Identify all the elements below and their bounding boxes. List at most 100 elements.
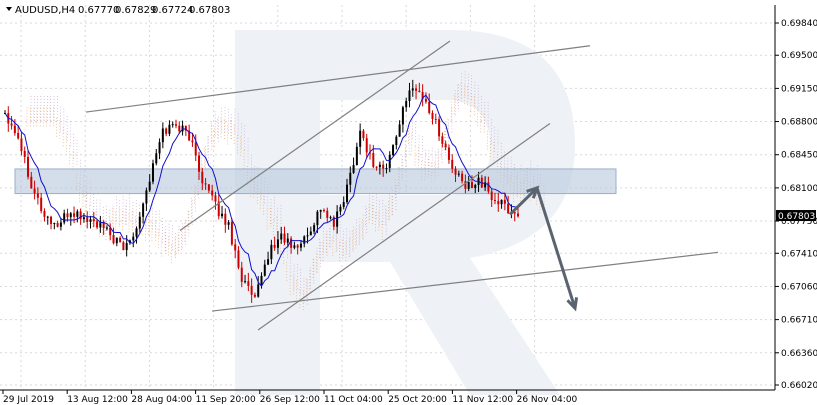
y-tick-label: 0.66360 [781, 349, 817, 359]
candle [257, 276, 260, 298]
candle [132, 232, 135, 248]
candle [175, 119, 177, 129]
x-tick-label: 25 Oct 20:00 [388, 395, 447, 405]
candle [342, 196, 345, 210]
candle [224, 208, 227, 233]
candle [10, 115, 13, 130]
candle [122, 240, 125, 251]
candle [470, 175, 473, 189]
candle [490, 188, 493, 207]
high-value: 0.67829 [115, 5, 156, 16]
candle [359, 123, 362, 155]
candle [513, 211, 516, 222]
candle [441, 132, 444, 148]
candle [40, 192, 43, 214]
candle [46, 215, 49, 225]
candles [4, 79, 519, 303]
kijun-line [4, 94, 519, 288]
candle [227, 220, 230, 230]
watermark-logo [235, 30, 575, 395]
candle [158, 138, 161, 160]
close-value: 0.67803 [189, 5, 230, 16]
candle [375, 166, 378, 171]
candle [247, 272, 250, 292]
candle [89, 215, 92, 229]
candle [398, 120, 401, 137]
y-tick-label: 0.68450 [781, 151, 817, 161]
forecast-arrows [508, 185, 579, 312]
x-tick-label: 26 Nov 04:00 [517, 395, 578, 405]
candle [207, 183, 210, 194]
trend-line-channel-upper [85, 45, 591, 113]
candle [142, 202, 145, 224]
candle [401, 105, 404, 133]
candle [431, 110, 434, 125]
x-axis-ticks: 29 Jul 2019 13 Aug 12:00 28 Aug 04:00 11 Se… [2, 390, 578, 405]
x-tick-label: 13 Aug 12:00 [67, 395, 128, 405]
candle [59, 217, 62, 231]
candle [82, 213, 85, 223]
candle [50, 215, 53, 230]
candle [385, 163, 388, 174]
candle [336, 205, 339, 234]
candle [438, 116, 441, 141]
candle [33, 180, 36, 200]
current-price-label: 0.67803 [778, 212, 815, 222]
trend-line-rising-lower [257, 122, 551, 331]
x-tick-label: 11 Sep 20:00 [196, 395, 256, 405]
candle [309, 226, 312, 236]
y-tick-label: 0.69500 [781, 51, 817, 61]
candle [112, 227, 115, 245]
candle [329, 215, 332, 220]
candle [221, 205, 224, 219]
candle [36, 187, 39, 205]
candle [303, 235, 306, 248]
candle [234, 238, 237, 259]
y-tick-label: 0.66020 [781, 381, 817, 391]
candle [237, 246, 240, 270]
candle [99, 216, 102, 233]
candle [263, 259, 266, 277]
dropdown-triangle-icon[interactable] [6, 7, 12, 11]
candle [332, 215, 335, 231]
y-tick-label: 0.68800 [781, 118, 817, 128]
trend-lines [85, 40, 719, 331]
candle [480, 174, 483, 189]
candle [454, 166, 457, 183]
candle [92, 212, 95, 228]
candle [30, 171, 33, 189]
x-tick-label: 29 Jul 2019 [3, 395, 54, 405]
candle [138, 212, 141, 233]
candle [293, 241, 296, 250]
candle [23, 146, 26, 164]
candle [240, 261, 243, 288]
candle [349, 166, 352, 193]
trend-line-channel-lower [211, 251, 719, 312]
candle [365, 133, 368, 159]
candle [56, 220, 59, 228]
support-zone [14, 168, 617, 195]
candle [378, 161, 381, 175]
candle [201, 167, 204, 191]
candle [267, 251, 270, 266]
candle [184, 125, 187, 137]
candle [53, 222, 56, 230]
candle [388, 151, 391, 173]
candle [105, 225, 108, 231]
candle [69, 211, 72, 226]
candle [151, 159, 154, 185]
candle [447, 144, 450, 164]
candle [250, 278, 253, 303]
candle [204, 178, 207, 190]
low-value: 0.67724 [152, 5, 193, 16]
candle [191, 133, 194, 147]
candle [178, 121, 181, 134]
candle [115, 237, 118, 247]
candle [467, 176, 470, 192]
candle [500, 199, 503, 209]
candle [428, 93, 431, 115]
x-tick-label: 26 Sep 12:00 [260, 395, 320, 405]
candle [20, 131, 23, 156]
candle [392, 144, 395, 157]
candle [145, 187, 148, 211]
